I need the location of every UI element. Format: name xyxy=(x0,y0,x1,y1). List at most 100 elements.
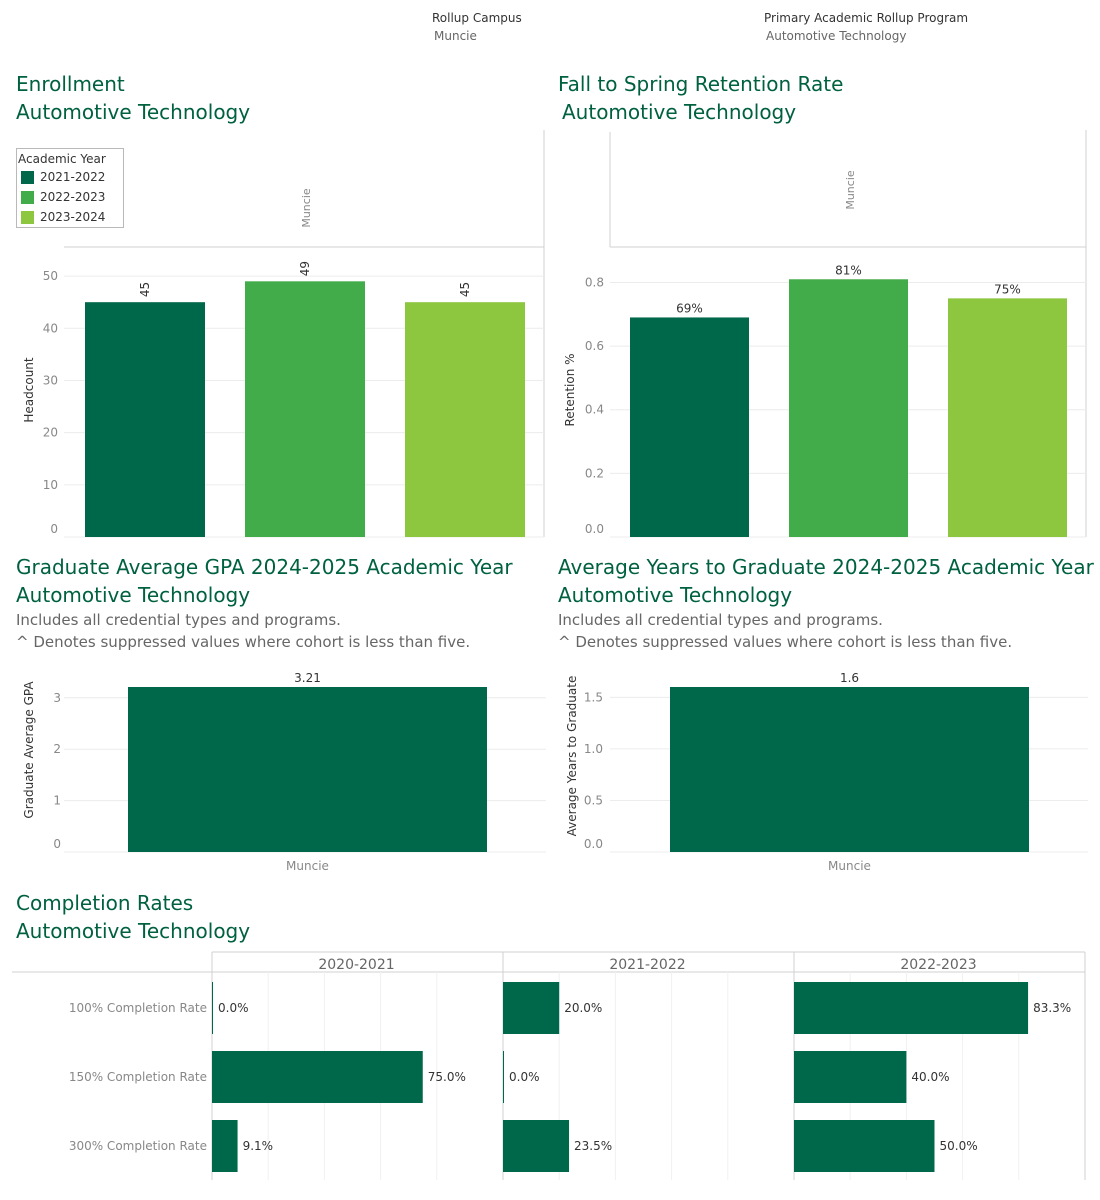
bar xyxy=(948,298,1067,537)
program-filter-label: Primary Academic Rollup Program xyxy=(764,11,969,25)
gpa-chart: 0 1 2 3 3.21 Muncie Graduate Average GPA xyxy=(22,671,546,873)
bar xyxy=(794,1120,935,1172)
bar xyxy=(794,1051,907,1103)
y-tick-label: 1.5 xyxy=(584,690,603,704)
bar-value-label: 45 xyxy=(138,282,152,297)
y-tick-label: 20 xyxy=(43,426,58,440)
retention-y-axis-label: Retention % xyxy=(563,353,577,426)
bar xyxy=(405,302,525,537)
bar-value-label: 3.21 xyxy=(294,671,321,685)
x-category-label: Muncie xyxy=(828,859,871,873)
bar xyxy=(212,1120,238,1172)
facet-year-label: 2020-2021 xyxy=(318,957,394,973)
facet-year-label: 2022-2023 xyxy=(900,957,976,973)
y-tick-label: 0.8 xyxy=(585,275,604,289)
bar xyxy=(794,982,1029,1034)
legend-swatch-mid xyxy=(21,190,34,204)
y-tick-label: 3 xyxy=(53,691,61,705)
bar xyxy=(245,281,365,537)
enrollment-subtitle: Automotive Technology xyxy=(16,100,251,124)
bar-value-label: 9.1% xyxy=(243,1139,273,1153)
y-tick-label: 0.5 xyxy=(584,793,603,807)
y-tick-label: 0 xyxy=(50,522,58,536)
completion-chart: 2020-2021 2021-2022 2022-2023 100% Completi… xyxy=(12,951,1086,1180)
gpa-title: Graduate Average GPA 2024-2025 Academic … xyxy=(16,555,513,579)
bar-value-label: 50.0% xyxy=(940,1139,978,1153)
bar-value-label: 49 xyxy=(298,261,312,276)
bar xyxy=(503,1120,570,1172)
facet-year-label: 2021-2022 xyxy=(609,957,685,973)
bar xyxy=(85,302,205,537)
bar xyxy=(503,1051,504,1103)
y-tick-label: 1.0 xyxy=(584,742,603,756)
bar xyxy=(789,279,908,537)
y-tick-label: 10 xyxy=(43,478,58,492)
bar-value-label: 83.3% xyxy=(1033,1001,1071,1015)
bar-value-label: 23.5% xyxy=(574,1139,612,1153)
y-tick-label: 0.0 xyxy=(585,522,604,536)
y-tick-label: 50 xyxy=(43,269,58,283)
bar-value-label: 0.0% xyxy=(509,1070,540,1084)
bar-value-label: 20.0% xyxy=(564,1001,602,1015)
y-tick-label: 30 xyxy=(43,373,58,387)
legend-item-2022-2023[interactable]: 2022-2023 xyxy=(21,189,105,205)
row-category-label: 100% Completion Rate xyxy=(69,1001,207,1015)
bar xyxy=(503,982,560,1034)
bar xyxy=(212,1051,423,1103)
years-note-suppressed: ^ Denotes suppressed values where cohort… xyxy=(558,633,1013,651)
campus-filter-label: Rollup Campus xyxy=(432,11,522,25)
bar xyxy=(670,687,1029,852)
enrollment-facet-label: Muncie xyxy=(300,188,313,228)
years-subtitle: Automotive Technology xyxy=(558,583,793,607)
x-category-label: Muncie xyxy=(286,859,329,873)
gpa-y-axis-label: Graduate Average GPA xyxy=(22,681,36,819)
y-tick-label: 0.6 xyxy=(585,339,604,353)
years-note-credentials: Includes all credential types and progra… xyxy=(558,611,883,629)
legend-label: 2023-2024 xyxy=(40,210,106,224)
enrollment-chart: Muncie 0 10 20 30 40 50 45 49 45 Headcount xyxy=(22,130,545,538)
program-filter-value[interactable]: Automotive Technology xyxy=(766,29,907,43)
bar-value-label: 1.6 xyxy=(840,671,859,685)
y-tick-label: 0.2 xyxy=(585,466,604,480)
bar xyxy=(128,687,487,852)
completion-title: Completion Rates xyxy=(16,891,194,915)
row-category-label: 300% Completion Rate xyxy=(69,1139,207,1153)
legend-swatch-dark xyxy=(21,170,34,184)
retention-facet-label: Muncie xyxy=(844,170,857,210)
enrollment-title: Enrollment xyxy=(16,72,125,96)
gpa-subtitle: Automotive Technology xyxy=(16,583,251,607)
years-chart: 0.0 0.5 1.0 1.5 1.6 Muncie Average Years to … xyxy=(565,671,1088,873)
bar-value-label: 45 xyxy=(458,282,472,297)
y-tick-label: 0 xyxy=(53,837,61,851)
retention-subtitle: Automotive Technology xyxy=(562,100,797,124)
legend-swatch-light xyxy=(21,210,34,224)
legend-title: Academic Year xyxy=(18,152,106,166)
bar-value-label: 75% xyxy=(994,282,1021,296)
retention-chart: Muncie 0.0 0.2 0.4 0.6 0.8 69% 81% 75% Retenti… xyxy=(563,130,1087,538)
campus-filter-value[interactable]: Muncie xyxy=(434,29,477,43)
bar-value-label: 0.0% xyxy=(218,1001,249,1015)
legend-label: 2021-2022 xyxy=(40,170,106,184)
bar-value-label: 69% xyxy=(676,301,703,315)
enrollment-legend: Academic Year 2021-2022 2022-2023 2023-2… xyxy=(16,148,124,228)
gpa-note-suppressed: ^ Denotes suppressed values where cohort… xyxy=(16,633,471,651)
gpa-note-credentials: Includes all credential types and progra… xyxy=(16,611,341,629)
row-category-label: 150% Completion Rate xyxy=(69,1070,207,1084)
enrollment-y-axis-label: Headcount xyxy=(22,357,36,423)
legend-item-2021-2022[interactable]: 2021-2022 xyxy=(21,169,105,185)
legend-label: 2022-2023 xyxy=(40,190,106,204)
bar-value-label: 81% xyxy=(835,263,862,277)
years-y-axis-label: Average Years to Graduate xyxy=(565,676,579,837)
y-tick-label: 40 xyxy=(43,321,58,335)
bar xyxy=(212,982,213,1034)
y-tick-label: 0.0 xyxy=(584,837,603,851)
legend-item-2023-2024[interactable]: 2023-2024 xyxy=(21,209,105,225)
bar xyxy=(630,317,749,537)
y-tick-label: 2 xyxy=(53,742,61,756)
retention-title: Fall to Spring Retention Rate xyxy=(558,72,844,96)
y-tick-label: 0.4 xyxy=(585,403,604,417)
bar-value-label: 75.0% xyxy=(428,1070,466,1084)
completion-subtitle: Automotive Technology xyxy=(16,919,251,943)
bar-value-label: 40.0% xyxy=(911,1070,949,1084)
years-title: Average Years to Graduate 2024-2025 Acad… xyxy=(558,555,1094,579)
